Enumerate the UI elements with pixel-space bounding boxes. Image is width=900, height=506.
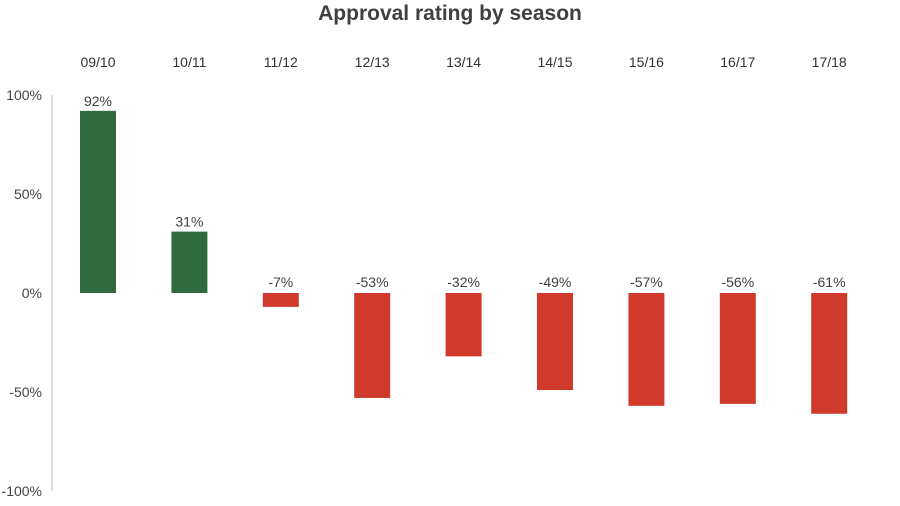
category-label: 15/16: [629, 54, 664, 70]
data-label: 92%: [84, 93, 112, 109]
data-label: -7%: [268, 274, 293, 290]
category-label: 16/17: [720, 54, 755, 70]
y-tick-label: 100%: [6, 87, 42, 103]
data-label: -61%: [813, 274, 846, 290]
data-label: -57%: [630, 274, 663, 290]
category-label: 13/14: [446, 54, 481, 70]
category-label: 10/11: [172, 54, 206, 70]
data-label: 31%: [175, 214, 203, 230]
bar: [445, 293, 482, 357]
y-tick-label: 50%: [14, 186, 42, 202]
bar: [811, 293, 848, 414]
bar: [628, 293, 665, 406]
bar: [171, 231, 208, 293]
bar: [80, 110, 116, 293]
data-label: -56%: [721, 274, 754, 290]
bar: [262, 293, 299, 307]
y-tick-label: -100%: [2, 483, 42, 499]
category-labels: 09/10 10/11 11/12 12/13 13/14 14/15 15/16 16/17…: [80, 54, 846, 70]
data-label: -32%: [447, 274, 480, 290]
category-label: 17/18: [812, 54, 847, 70]
data-label: -53%: [356, 274, 389, 290]
y-tick-label: -50%: [9, 384, 42, 400]
bar: [719, 293, 756, 404]
category-label: 14/15: [537, 54, 572, 70]
category-label: 09/10: [80, 54, 115, 70]
y-axis-ticks: 100% 50% 0% -50% -100%: [2, 87, 42, 499]
bar: [354, 293, 391, 398]
chart-title: Approval rating by season: [318, 2, 582, 25]
bar: [537, 293, 573, 391]
category-label: 12/13: [355, 54, 390, 70]
y-tick-label: 0%: [22, 285, 42, 301]
data-label: -49%: [539, 274, 572, 290]
bars: [80, 110, 848, 414]
data-labels: 92% 31% -7% -53% -32% -49% -57% -56% -61%: [84, 93, 846, 290]
category-label: 11/12: [264, 54, 298, 70]
